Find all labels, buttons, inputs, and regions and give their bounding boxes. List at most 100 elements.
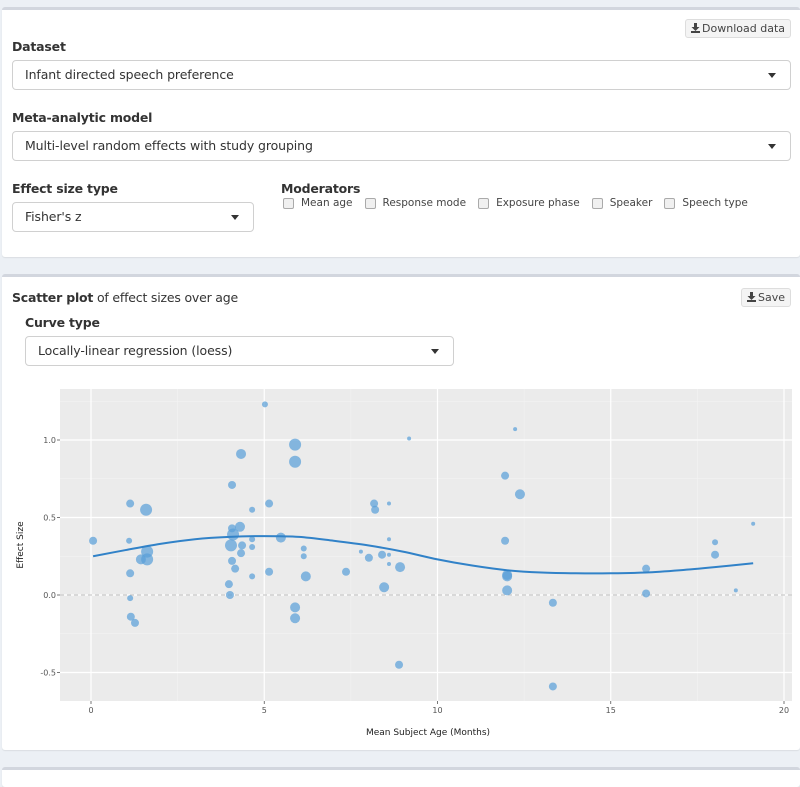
data-point[interactable] bbox=[127, 595, 134, 602]
save-button[interactable]: Save bbox=[740, 288, 791, 307]
moderator-mean-age[interactable]: Mean age bbox=[283, 197, 353, 209]
checkbox[interactable] bbox=[364, 197, 376, 209]
data-point[interactable] bbox=[502, 585, 513, 596]
next-panel bbox=[2, 767, 800, 787]
checkbox[interactable] bbox=[591, 197, 603, 209]
chevron-down-icon bbox=[431, 349, 439, 354]
x-axis-title: Mean Subject Age (Months) bbox=[366, 728, 490, 738]
data-point[interactable] bbox=[386, 501, 391, 506]
save-label: Save bbox=[757, 291, 785, 304]
data-point[interactable] bbox=[275, 532, 286, 543]
data-point[interactable] bbox=[379, 582, 390, 593]
data-point[interactable] bbox=[370, 499, 379, 508]
data-point[interactable] bbox=[289, 455, 302, 468]
checkbox[interactable] bbox=[664, 197, 676, 209]
data-point[interactable] bbox=[395, 660, 404, 669]
model-select[interactable]: Multi-level random effects with study gr… bbox=[12, 131, 791, 161]
data-point[interactable] bbox=[514, 489, 525, 500]
data-point[interactable] bbox=[126, 569, 135, 578]
data-point[interactable] bbox=[249, 543, 256, 550]
data-point[interactable] bbox=[290, 602, 301, 613]
data-point[interactable] bbox=[249, 573, 256, 580]
data-point[interactable] bbox=[228, 480, 237, 489]
data-point[interactable] bbox=[234, 521, 245, 532]
data-point[interactable] bbox=[358, 549, 363, 554]
data-point[interactable] bbox=[386, 552, 391, 557]
data-point[interactable] bbox=[141, 553, 154, 566]
effect-size-type-value: Fisher's z bbox=[25, 209, 82, 224]
plot-panel bbox=[60, 389, 792, 701]
data-point[interactable] bbox=[548, 682, 557, 691]
chevron-down-icon bbox=[768, 73, 776, 78]
effect-size-type-select[interactable]: Fisher's z bbox=[12, 202, 254, 232]
data-point[interactable] bbox=[548, 598, 557, 607]
data-point[interactable] bbox=[712, 539, 719, 546]
data-point[interactable] bbox=[261, 401, 268, 408]
data-point[interactable] bbox=[227, 528, 240, 541]
data-point[interactable] bbox=[228, 556, 237, 565]
data-point[interactable] bbox=[300, 571, 311, 582]
data-point[interactable] bbox=[371, 505, 380, 514]
moderator-label: Mean age bbox=[301, 197, 353, 209]
data-point[interactable] bbox=[224, 539, 237, 552]
data-point[interactable] bbox=[238, 541, 247, 550]
data-point[interactable] bbox=[751, 521, 756, 526]
data-point[interactable] bbox=[89, 536, 98, 545]
moderator-speaker[interactable]: Speaker bbox=[591, 197, 652, 209]
data-point[interactable] bbox=[126, 537, 133, 544]
settings-panel: Download data Dataset Infant directed sp… bbox=[2, 7, 800, 257]
title-rest: of effect sizes over age bbox=[93, 290, 238, 305]
data-point[interactable] bbox=[265, 567, 274, 576]
model-label: Meta-analytic model bbox=[12, 110, 153, 125]
data-point[interactable] bbox=[502, 571, 513, 582]
data-point[interactable] bbox=[642, 564, 651, 573]
x-tick-label: 5 bbox=[262, 706, 267, 715]
data-point[interactable] bbox=[300, 553, 307, 560]
checkbox[interactable] bbox=[283, 197, 294, 209]
download-icon bbox=[746, 290, 756, 307]
data-point[interactable] bbox=[378, 550, 387, 559]
data-point[interactable] bbox=[513, 427, 518, 432]
data-point[interactable] bbox=[642, 589, 651, 598]
download-data-button[interactable]: Download data bbox=[685, 19, 791, 38]
download-data-label: Download data bbox=[702, 22, 785, 35]
data-point[interactable] bbox=[501, 471, 510, 480]
data-point[interactable] bbox=[224, 580, 233, 589]
moderator-label: Response mode bbox=[382, 197, 467, 209]
data-point[interactable] bbox=[126, 612, 135, 621]
data-point[interactable] bbox=[131, 618, 140, 627]
data-point[interactable] bbox=[386, 537, 391, 542]
data-point[interactable] bbox=[342, 567, 351, 576]
data-point[interactable] bbox=[733, 588, 738, 593]
curve-type-select[interactable]: Locally-linear regression (loess) bbox=[25, 336, 454, 366]
x-tick-label: 20 bbox=[779, 706, 789, 715]
dataset-value: Infant directed speech preference bbox=[25, 67, 234, 82]
data-point[interactable] bbox=[386, 562, 391, 566]
moderator-exposure-phase[interactable]: Exposure phase bbox=[478, 197, 580, 209]
data-point[interactable] bbox=[236, 448, 247, 459]
data-point[interactable] bbox=[265, 499, 274, 508]
data-point[interactable] bbox=[140, 503, 153, 516]
moderator-response-mode[interactable]: Response mode bbox=[364, 197, 467, 209]
curve-type-label: Curve type bbox=[25, 315, 100, 330]
data-point[interactable] bbox=[501, 536, 510, 545]
download-icon bbox=[691, 21, 701, 38]
checkbox[interactable] bbox=[478, 197, 490, 209]
data-point[interactable] bbox=[407, 436, 412, 441]
data-point[interactable] bbox=[225, 591, 234, 599]
data-point[interactable] bbox=[249, 536, 256, 543]
data-point[interactable] bbox=[364, 553, 373, 562]
data-point[interactable] bbox=[231, 564, 240, 573]
data-point[interactable] bbox=[289, 438, 302, 451]
data-point[interactable] bbox=[395, 562, 406, 573]
moderator-speech-type[interactable]: Speech type bbox=[664, 197, 748, 209]
dataset-select[interactable]: Infant directed speech preference bbox=[12, 60, 791, 90]
data-point[interactable] bbox=[300, 545, 307, 552]
data-point[interactable] bbox=[249, 506, 256, 513]
data-point[interactable] bbox=[126, 499, 135, 508]
data-point[interactable] bbox=[237, 549, 246, 558]
effect-size-type-label: Effect size type bbox=[12, 181, 118, 196]
data-point[interactable] bbox=[711, 550, 720, 559]
data-point[interactable] bbox=[290, 613, 301, 624]
